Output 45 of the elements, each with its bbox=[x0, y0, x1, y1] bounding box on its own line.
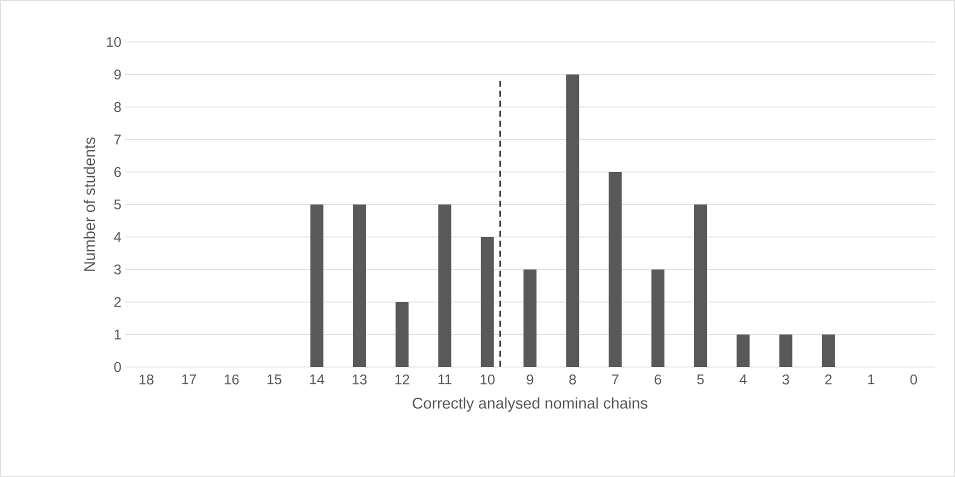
bar bbox=[779, 334, 792, 367]
y-tick-label: 0 bbox=[114, 362, 121, 372]
x-tick-label: 16 bbox=[224, 374, 239, 384]
x-tick-label: 13 bbox=[352, 374, 367, 384]
y-tick-label: 9 bbox=[114, 70, 121, 80]
bar bbox=[396, 302, 409, 367]
y-tick-label: 2 bbox=[114, 297, 121, 307]
y-tick-label: 1 bbox=[114, 330, 121, 340]
y-tick-label: 7 bbox=[114, 134, 121, 144]
bar bbox=[352, 204, 366, 367]
x-tick-label: 18 bbox=[140, 374, 154, 384]
y-tick-label: 8 bbox=[114, 102, 121, 112]
bar bbox=[651, 270, 664, 367]
x-tick-label: 10 bbox=[480, 374, 495, 384]
y-tick-label: 4 bbox=[114, 232, 122, 242]
x-tick-label: 5 bbox=[697, 374, 704, 384]
x-tick-label: 6 bbox=[654, 374, 662, 384]
x-tick-label: 4 bbox=[740, 374, 747, 384]
x-tick-label: 8 bbox=[569, 374, 576, 384]
x-tick-label: 12 bbox=[395, 374, 410, 384]
x-tick-label: 0 bbox=[910, 374, 918, 384]
bar bbox=[822, 334, 835, 367]
x-tick-label: 15 bbox=[267, 374, 282, 384]
x-tick-label: 11 bbox=[438, 374, 452, 384]
x-tick-label: 3 bbox=[782, 374, 790, 384]
y-axis-title: Number of students bbox=[84, 137, 96, 271]
x-tick-label: 17 bbox=[182, 374, 196, 384]
y-tick-label: 5 bbox=[114, 200, 121, 210]
bar bbox=[523, 270, 536, 367]
x-tick-label: 1 bbox=[868, 374, 874, 384]
y-tick-label: 3 bbox=[114, 264, 121, 274]
bar bbox=[608, 172, 622, 367]
bar bbox=[736, 334, 750, 367]
x-tick-label: 14 bbox=[310, 374, 324, 384]
bar bbox=[438, 204, 452, 367]
y-tick-label: 6 bbox=[114, 167, 121, 177]
x-tick-label: 9 bbox=[526, 374, 534, 384]
x-axis-title: Correctly analysed nominal chains bbox=[412, 397, 648, 412]
bar bbox=[310, 204, 324, 367]
bar bbox=[694, 204, 708, 367]
y-tick-label: 10 bbox=[106, 37, 121, 47]
x-tick-label: 7 bbox=[612, 374, 618, 384]
bar bbox=[480, 237, 494, 367]
bar bbox=[566, 74, 580, 367]
x-tick-label: 2 bbox=[825, 374, 832, 384]
